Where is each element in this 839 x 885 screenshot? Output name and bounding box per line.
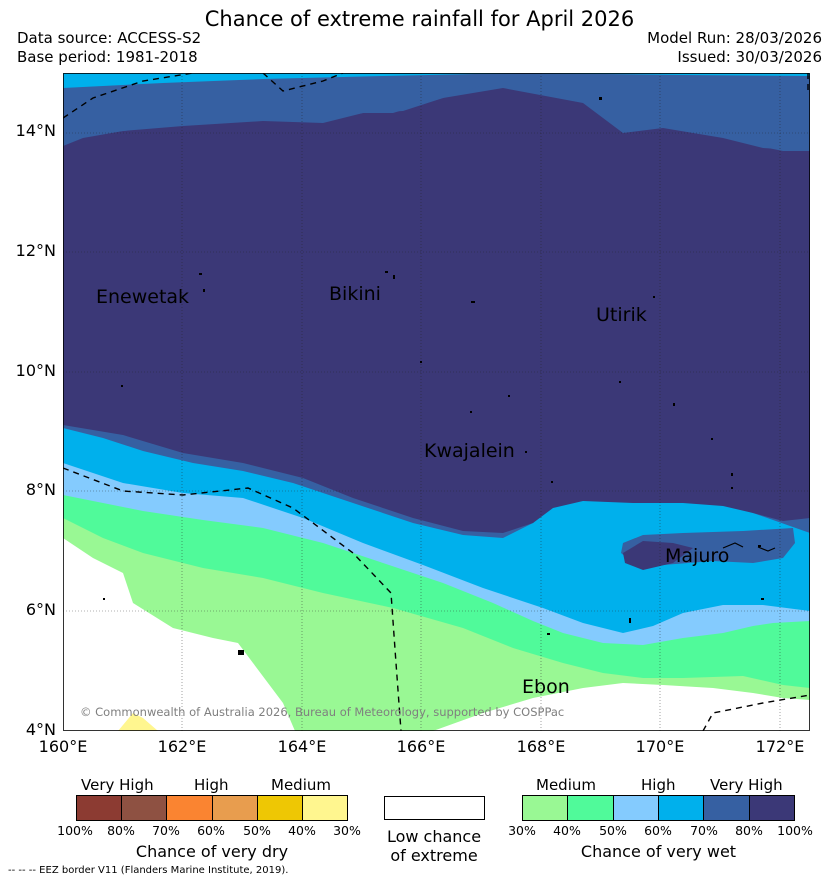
dry-swatch-50-40 <box>257 796 303 820</box>
wet-swatch-70-80 <box>704 796 750 820</box>
wet-swatch-40-50 <box>568 796 614 820</box>
header-right: Model Run: 28/03/2026 Issued: 30/03/2026 <box>647 29 822 67</box>
rainfall-map <box>63 73 810 731</box>
lon-tick-170e: 170°E <box>635 737 685 756</box>
lon-tick-166e: 166°E <box>396 737 446 756</box>
low-chance-line2: of extreme <box>390 846 478 865</box>
low-chance-label: Low chance of extreme <box>374 827 494 865</box>
map-frame <box>63 73 810 731</box>
place-majuro: Majuro <box>665 545 730 567</box>
dry-swatch-80-70 <box>122 796 168 820</box>
dry-pct-50: 50% <box>243 823 271 838</box>
wet-legend-title: Chance of very wet <box>580 842 737 861</box>
place-kwajalein: Kwajalein <box>424 440 515 462</box>
place-bikini: Bikini <box>329 283 381 305</box>
wet-swatch-60-70 <box>658 796 705 820</box>
band-top-60-70 <box>63 73 810 88</box>
base-period: Base period: 1981-2018 <box>17 48 198 66</box>
band-top-70-80 <box>63 73 810 151</box>
islands <box>103 97 764 655</box>
dry-cat-medium: Medium <box>271 776 331 794</box>
majuro-atoll <box>722 542 776 552</box>
dry-pct-70: 70% <box>152 823 180 838</box>
dry-pct-60: 60% <box>197 823 225 838</box>
wet-cat-very-high: Very High <box>710 776 783 794</box>
wet-swatch-80-100 <box>749 796 794 820</box>
dry-pct-100: 100% <box>57 823 93 838</box>
wet-pct-40: 40% <box>553 823 581 838</box>
low-chance-line1: Low chance <box>386 827 482 846</box>
wet-swatch-50-60 <box>613 796 659 820</box>
dry-cat-very-high: Very High <box>81 776 154 794</box>
band-wet-80-100 <box>63 88 810 533</box>
small-light-patch <box>563 516 603 536</box>
wet-cat-medium: Medium <box>536 776 596 794</box>
dry-colorbar <box>76 795 348 821</box>
lon-tick-162e: 162°E <box>157 737 207 756</box>
wet-pct-60: 60% <box>644 823 672 838</box>
model-run: Model Run: 28/03/2026 <box>647 29 822 47</box>
dry-cat-high: High <box>194 776 229 794</box>
dry-pct-40: 40% <box>288 823 316 838</box>
issued-date: Issued: 30/03/2026 <box>677 48 822 66</box>
dry-swatch-100-80 <box>77 796 123 820</box>
map-title: Chance of extreme rainfall for April 202… <box>204 7 635 31</box>
lon-tick-160e: 160°E <box>38 737 88 756</box>
eez-borders <box>63 73 810 731</box>
low-chance-swatch <box>384 796 485 820</box>
eez-footnote: -- -- -- EEZ border V11 (Flanders Marine… <box>8 865 289 876</box>
wet-pct-30: 30% <box>508 823 536 838</box>
dry-patch <box>118 713 158 731</box>
wet-pct-100: 100% <box>777 823 813 838</box>
header-left: Data source: ACCESS-S2 Base period: 1981… <box>17 29 201 67</box>
majuro-dark-patch <box>623 541 693 570</box>
copyright-notice: © Commonwealth of Australia 2026, Bureau… <box>80 705 565 719</box>
dry-swatch-70-60 <box>167 796 213 820</box>
wet-cat-high: High <box>641 776 676 794</box>
lat-tick-10n: 10°N <box>15 361 56 380</box>
lon-tick-168e: 168°E <box>516 737 566 756</box>
dry-legend-title: Chance of very dry <box>135 842 289 861</box>
wet-swatch-30-40 <box>523 796 569 820</box>
place-enewetak: Enewetak <box>96 286 190 308</box>
lat-tick-8n: 8°N <box>25 480 56 499</box>
wet-pct-80: 80% <box>735 823 763 838</box>
wet-pct-50: 50% <box>599 823 627 838</box>
lon-tick-164e: 164°E <box>277 737 327 756</box>
lat-tick-12n: 12°N <box>15 241 56 260</box>
wet-pct-70: 70% <box>690 823 718 838</box>
lat-tick-4n: 4°N <box>25 720 56 739</box>
place-ebon: Ebon <box>522 676 570 698</box>
dry-swatch-60-50 <box>212 796 258 820</box>
dry-pct-80: 80% <box>107 823 135 838</box>
dry-pct-30: 30% <box>333 823 361 838</box>
lon-tick-172e: 172°E <box>755 737 805 756</box>
lat-tick-14n: 14°N <box>15 121 56 140</box>
dry-swatch-40-30 <box>302 796 348 820</box>
place-utirik: Utirik <box>596 304 647 326</box>
data-source: Data source: ACCESS-S2 <box>17 29 202 47</box>
wet-colorbar <box>522 795 795 821</box>
lat-tick-6n: 6°N <box>25 600 56 619</box>
